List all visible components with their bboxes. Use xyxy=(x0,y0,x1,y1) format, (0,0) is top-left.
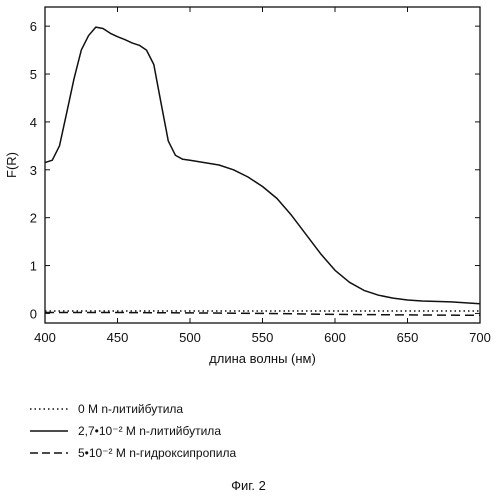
solid-line-swatch xyxy=(30,426,70,436)
x-tick-label: 650 xyxy=(397,330,419,345)
y-tick-label: 3 xyxy=(30,163,37,178)
legend-item-dashed: 5•10⁻² М n-гидроксипропила xyxy=(30,442,236,464)
x-tick-label: 700 xyxy=(469,330,491,345)
legend: 0 М n-литийбутила 2,7•10⁻² М n-литийбути… xyxy=(30,398,236,464)
legend-label-dotted: 0 М n-литийбутила xyxy=(78,402,183,416)
y-tick-label: 4 xyxy=(30,115,37,130)
series-line-dashed xyxy=(45,313,480,316)
dotted-line-swatch xyxy=(30,404,70,414)
y-tick-label: 6 xyxy=(30,19,37,34)
legend-item-dotted: 0 М n-литийбутила xyxy=(30,398,236,420)
x-tick-label: 400 xyxy=(34,330,56,345)
plot-frame xyxy=(45,7,480,323)
dashed-line-swatch xyxy=(30,448,70,458)
x-axis-label: длина волны (нм) xyxy=(209,351,316,366)
figure-caption: Фиг. 2 xyxy=(0,478,497,493)
x-tick-label: 550 xyxy=(252,330,274,345)
y-tick-label: 1 xyxy=(30,259,37,274)
legend-item-solid: 2,7•10⁻² М n-литийбутила xyxy=(30,420,236,442)
chart-plot-area: 400 450 500 550 600 650 700 0 1 2 3 4 5 6 длина волны… xyxy=(0,0,497,400)
series-layer xyxy=(45,27,480,315)
y-tick-label: 0 xyxy=(30,306,37,321)
y-axis-label: F(R) xyxy=(4,152,19,178)
legend-label-solid: 2,7•10⁻² М n-литийбутила xyxy=(78,424,221,438)
x-tick-label: 500 xyxy=(179,330,201,345)
x-tick-label: 600 xyxy=(324,330,346,345)
y-tick-label: 5 xyxy=(30,67,37,82)
legend-label-dashed: 5•10⁻² М n-гидроксипропила xyxy=(78,446,236,460)
y-tick-label: 2 xyxy=(30,211,37,226)
series-line-solid xyxy=(45,27,480,304)
x-tick-label: 450 xyxy=(107,330,129,345)
ticks: 400 450 500 550 600 650 700 0 1 2 3 4 5 6 xyxy=(30,7,491,345)
axes xyxy=(45,7,480,323)
